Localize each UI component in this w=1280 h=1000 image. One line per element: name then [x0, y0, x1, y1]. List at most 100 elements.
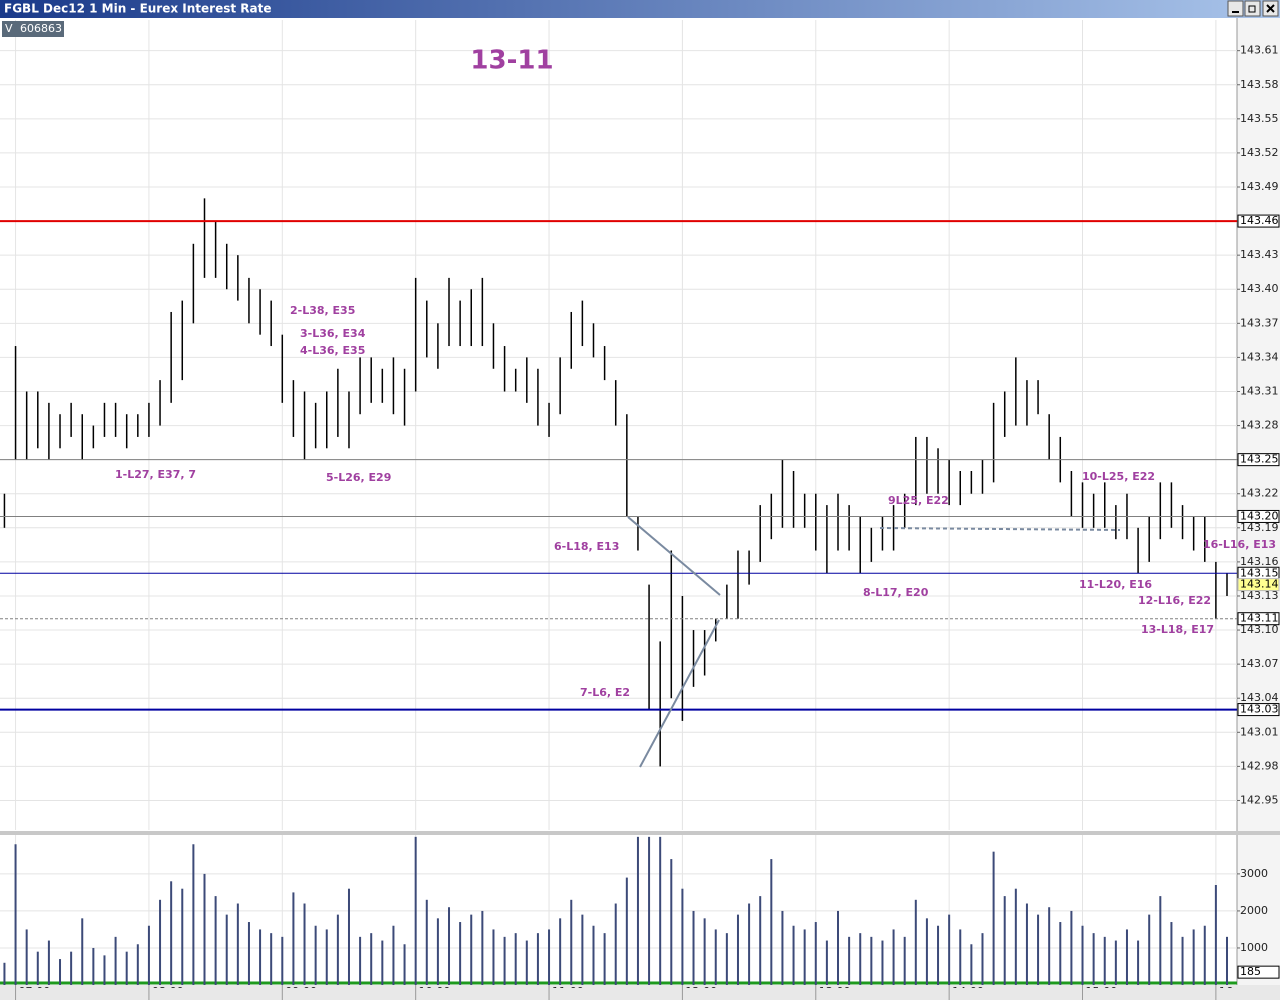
x-tick-label: 14:00 — [952, 985, 984, 998]
y-tick-label: 143.13 — [1240, 589, 1279, 602]
volume-bar — [203, 873, 206, 985]
y-tick-label: 142.98 — [1240, 759, 1279, 772]
last-volume-box — [1237, 965, 1280, 979]
y-tick-label: 143.10 — [1240, 623, 1279, 636]
volume-bar — [481, 910, 484, 985]
volume-bar — [36, 951, 39, 985]
price-axis-strip — [1237, 18, 1280, 985]
volume-bar — [359, 936, 362, 985]
volume-bar — [125, 951, 128, 985]
volume-bar — [514, 933, 517, 985]
level-label: 143.25 — [1240, 453, 1279, 466]
volume-bar — [1014, 888, 1017, 985]
restore-button[interactable] — [1244, 0, 1261, 17]
volume-bar — [536, 933, 539, 985]
window-title: FGBL Dec12 1 Min - Eurex Interest Rate — [4, 2, 272, 16]
volume-bar — [814, 922, 817, 985]
volume-bar — [147, 925, 150, 985]
volume-label: V — [5, 22, 13, 35]
volume-bar — [592, 925, 595, 985]
volume-bar — [603, 933, 606, 985]
annotation: 10-L25, E22 — [1082, 470, 1155, 483]
volume-bar — [159, 899, 162, 985]
volume-bar — [714, 929, 717, 985]
volume-bar — [959, 929, 962, 985]
volume-bar — [659, 836, 662, 985]
axis-labels: 143.61 143.58 143.55 143.52 143.49 143.46 143.… — [15, 44, 1280, 1000]
volume-bar — [803, 929, 806, 985]
x-tick-label: 15:00 — [1086, 985, 1118, 998]
level-label: 143.46 — [1240, 214, 1279, 227]
volume-bar — [1203, 925, 1206, 985]
y-tick-label: 143.16 — [1240, 555, 1279, 568]
volume-bar — [792, 925, 795, 985]
volume-bar — [325, 929, 328, 985]
volume-bar — [1159, 896, 1162, 985]
marks — [0, 198, 1237, 985]
volume-bar — [1214, 885, 1217, 985]
volume-bar — [670, 859, 673, 985]
volume-bar — [1103, 936, 1106, 985]
volume-bar — [725, 933, 728, 985]
y-tick-label: 3000 — [1240, 867, 1268, 880]
volume-bar — [236, 903, 239, 985]
y-tick-label: 143.43 — [1240, 248, 1279, 261]
volume-bar — [1092, 933, 1095, 985]
chart-title: 13-11 — [470, 46, 553, 76]
x-tick-label: 07:00 — [19, 985, 51, 998]
volume-bar — [570, 899, 573, 985]
volume-bar — [1125, 929, 1128, 985]
volume-bar — [1081, 925, 1084, 985]
volume-bar — [14, 844, 17, 985]
volume-bar — [225, 914, 228, 985]
x-tick-label: 10:00 — [419, 985, 451, 998]
volume-bar — [1048, 907, 1051, 985]
y-tick-label: 143.40 — [1240, 282, 1279, 295]
volume-bar — [247, 922, 250, 985]
volume-bar — [614, 903, 617, 985]
volume-bar — [1225, 936, 1228, 985]
volume-bar — [681, 888, 684, 985]
y-tick-label: 1000 — [1240, 941, 1268, 954]
volume-bar — [870, 936, 873, 985]
last-volume: 185 — [1240, 965, 1261, 978]
volume-bar — [937, 925, 940, 985]
volume-bar — [192, 844, 195, 985]
volume-bar — [925, 918, 928, 985]
volume-bar — [459, 922, 462, 985]
volume-bar — [259, 929, 262, 985]
close-icon — [1266, 4, 1275, 13]
level-label: 143.15 — [1240, 566, 1279, 579]
volume-bar — [625, 877, 628, 985]
volume-bar — [1181, 936, 1184, 985]
level-label-box — [1237, 703, 1280, 717]
window-buttons[interactable] — [1227, 0, 1279, 17]
volume-bar — [748, 903, 751, 985]
trendlines — [627, 516, 1121, 768]
y-tick-label: 142.95 — [1240, 793, 1279, 806]
volume-bar — [470, 914, 473, 985]
volume-bar — [70, 951, 73, 985]
volume-bar — [425, 899, 428, 985]
volume-bar — [636, 836, 639, 985]
y-tick-label: 143.58 — [1240, 78, 1279, 91]
volume-bar — [370, 933, 373, 985]
volume-bar — [281, 936, 284, 985]
volume-bar — [436, 918, 439, 985]
volume-bar — [692, 910, 695, 985]
volume-bar — [525, 940, 528, 985]
volume-bar — [581, 914, 584, 985]
volume-bar — [759, 896, 762, 985]
volume-bar — [170, 881, 173, 985]
y-tick-label: 143.01 — [1240, 725, 1279, 738]
volume-bar — [47, 940, 50, 985]
volume-bar — [136, 944, 139, 985]
last-price-box — [1237, 578, 1280, 592]
title-bar — [0, 0, 1280, 18]
annotation: 3-L36, E34 — [300, 327, 366, 340]
minimize-button[interactable] — [1227, 0, 1244, 17]
x-tick-label: 11:00 — [552, 985, 584, 998]
y-tick-label: 143.04 — [1240, 691, 1279, 704]
y-tick-label: 143.52 — [1240, 146, 1279, 159]
